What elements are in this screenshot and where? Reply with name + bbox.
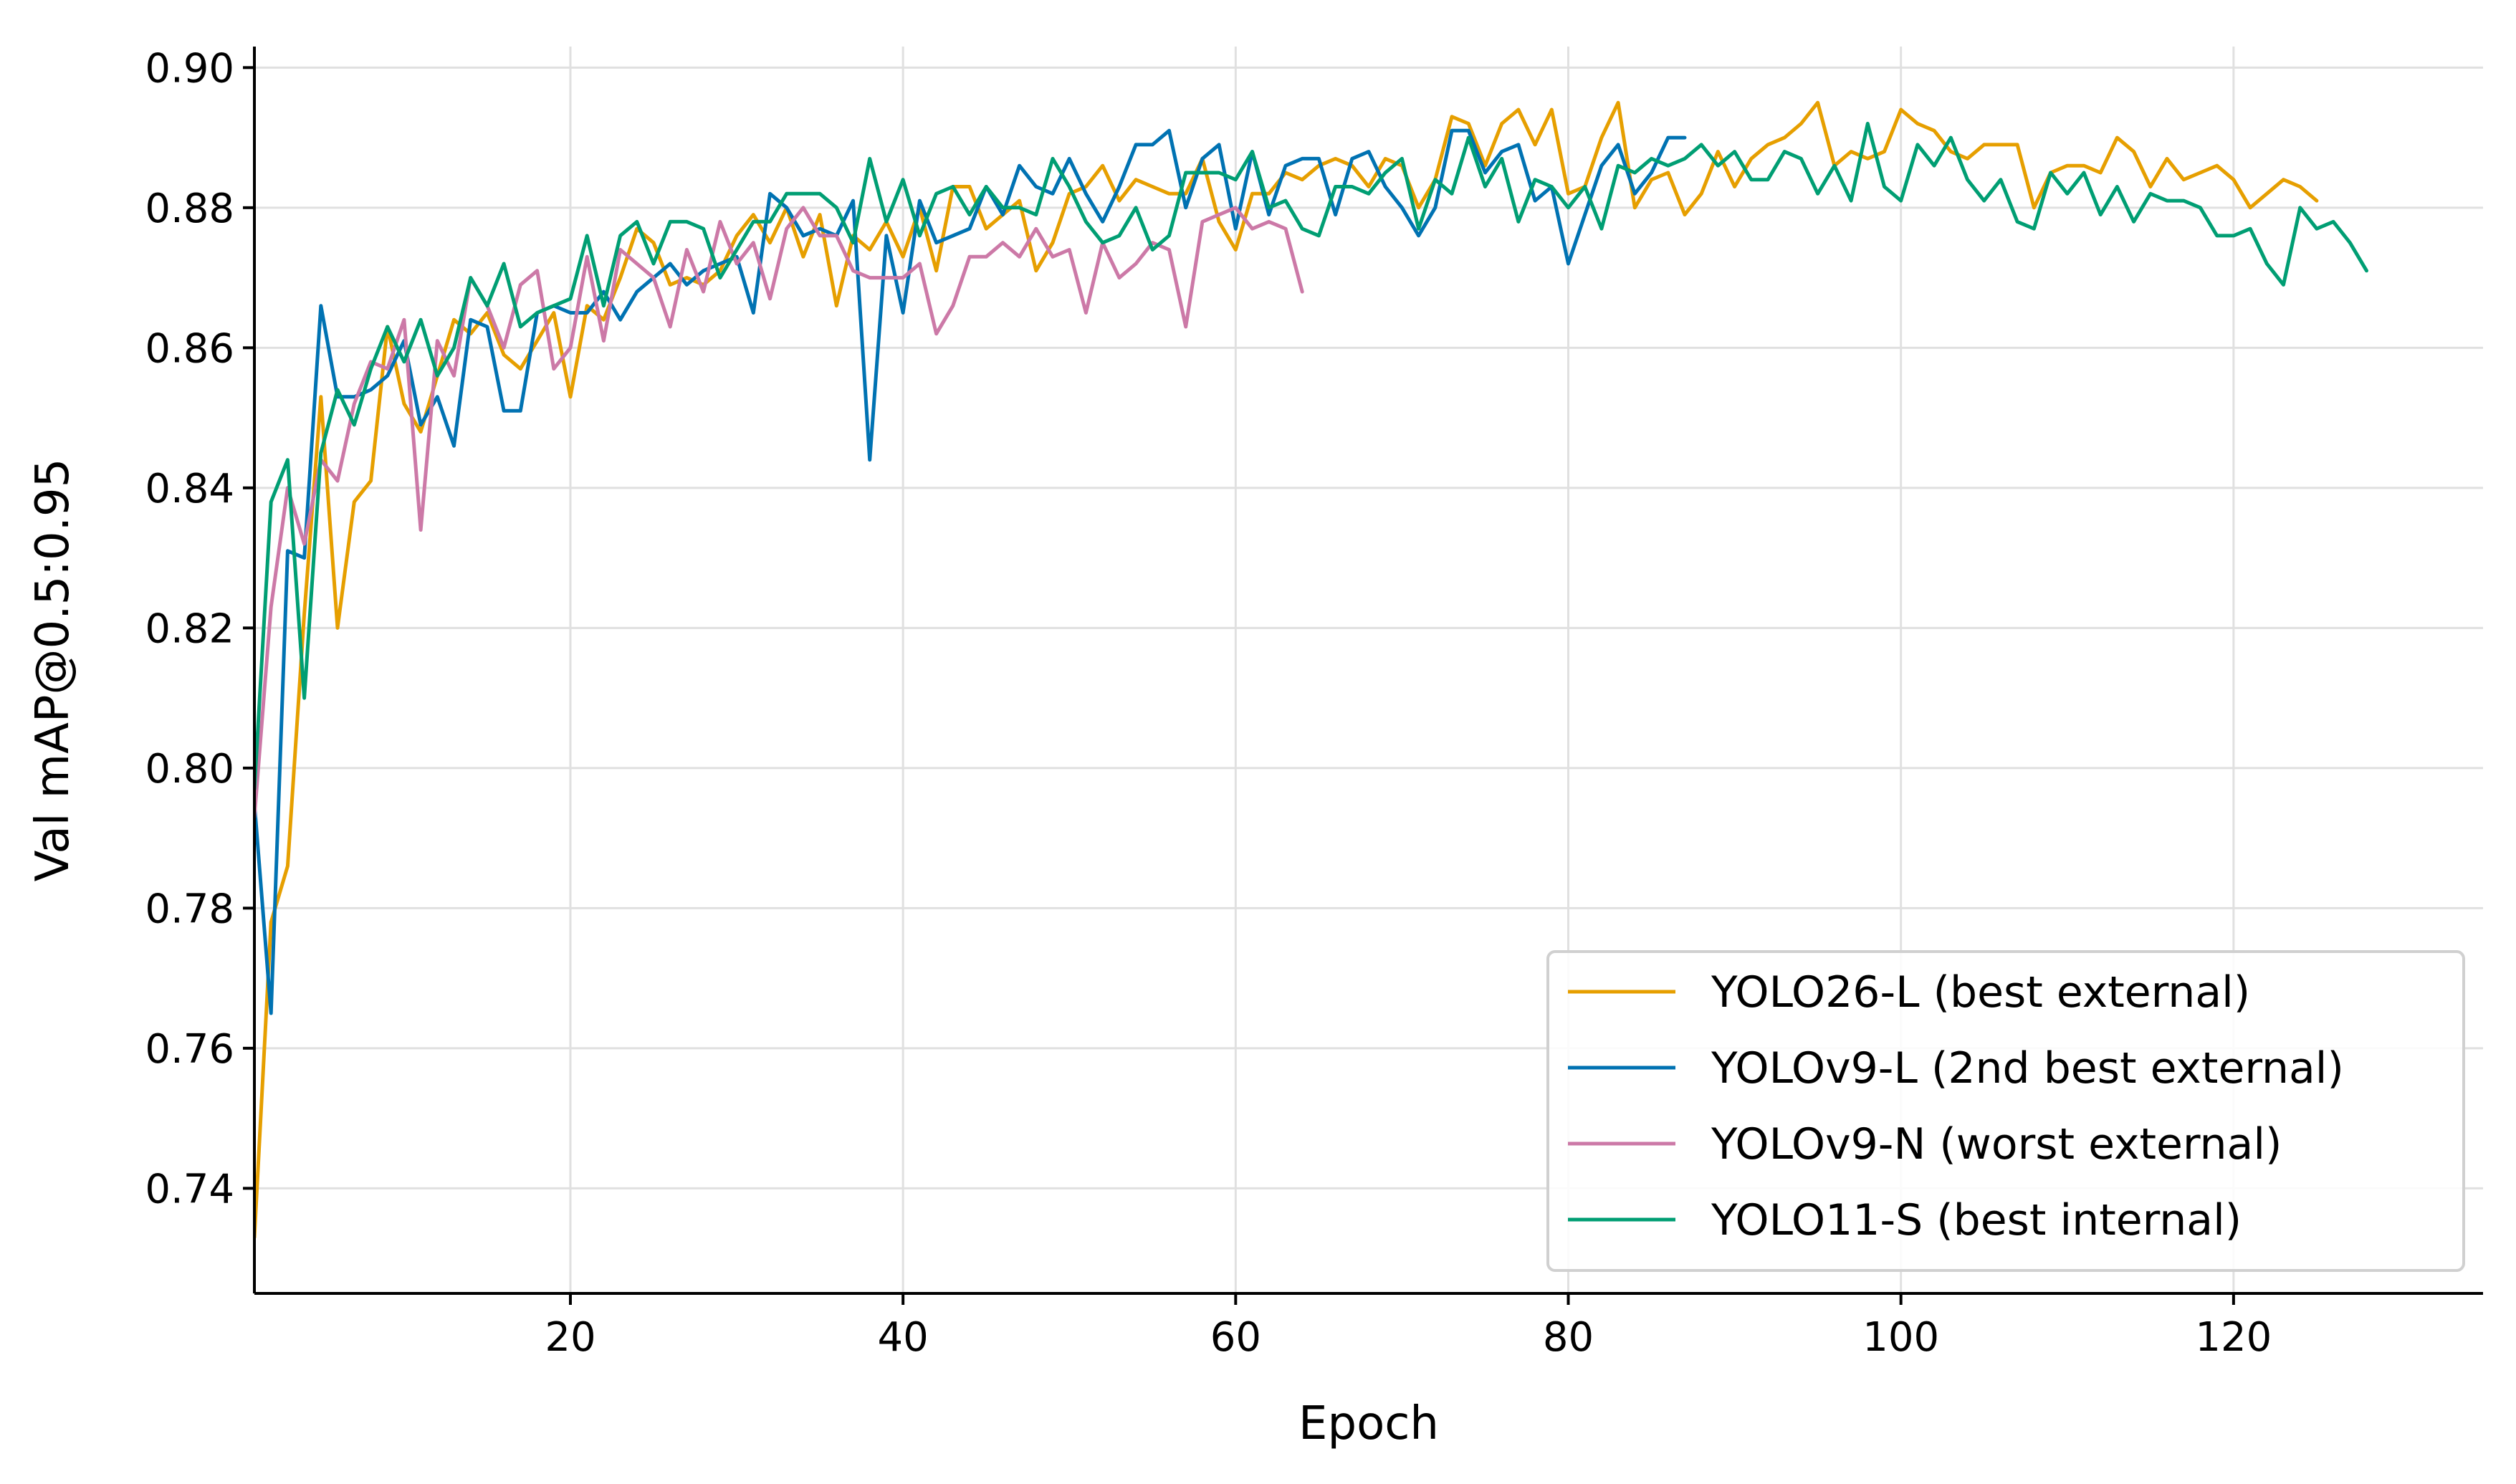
x-tick-label: 80 [1543,1314,1594,1361]
legend-label-1: YOLO26-L (best external) [1711,967,2250,1018]
axes [253,47,2483,1295]
series-line-2 [254,128,1687,1015]
y-tick-label: 0.84 [145,466,234,512]
y-tick-label: 0.74 [145,1166,234,1212]
x-axis-title: Epoch [1298,1397,1439,1450]
y-tick-label: 0.78 [145,886,234,932]
legend: YOLO26-L (best external) YOLOv9-L (2nd be… [1546,950,2465,1272]
y-tick-label: 0.82 [145,605,234,652]
series-layer [254,100,2368,1240]
y-tick-label: 0.88 [145,186,234,232]
grid-lines [254,47,2483,1293]
y-axis-title: Val mAP@0.5:0.95 [27,459,80,882]
y-tick-label: 0.86 [145,325,234,372]
x-tick-label: 20 [545,1314,595,1361]
series-line-3 [254,206,1304,819]
x-tick-label: 40 [878,1314,929,1361]
series-line-4 [254,122,2368,791]
y-tick-label: 0.76 [145,1026,234,1073]
y-tick-label: 0.90 [145,45,234,92]
x-tick-label: 100 [1862,1314,1939,1361]
x-tick-label: 60 [1210,1314,1261,1361]
x-tick-label: 120 [2195,1314,2272,1361]
legend-label-2: YOLOv9-L (2nd best external) [1711,1043,2344,1093]
legend-label-4: YOLO11-S (best internal) [1711,1195,2242,1245]
legend-label-3: YOLOv9-N (worst external) [1711,1119,2282,1169]
y-tick-label: 0.80 [145,746,234,793]
ticks: 20 40 60 80 100 120 0.74 0.76 0.78 0.80 0.82 0.84 0.… [145,45,2272,1361]
legend-box [1546,950,2465,1272]
